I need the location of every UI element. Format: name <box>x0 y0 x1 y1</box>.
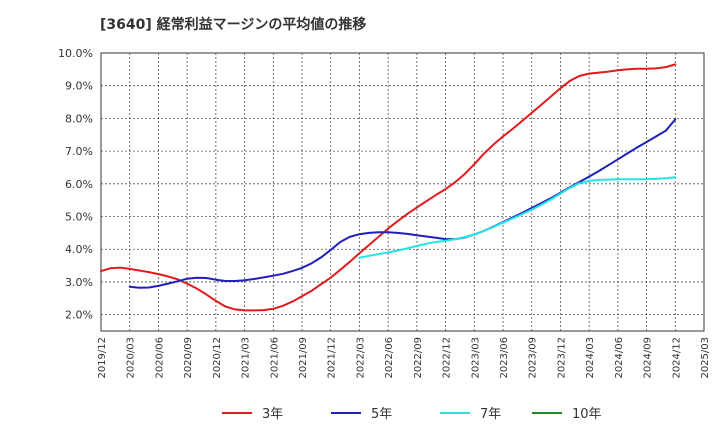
x-tick-label: 2021/09 <box>298 337 309 379</box>
chart-title: [3640] 経常利益マージンの平均値の推移 <box>100 16 366 33</box>
y-tick-label: 4.0% <box>65 243 93 256</box>
x-tick-label: 2024/06 <box>614 337 625 379</box>
x-tick-label: 2020/09 <box>183 337 194 379</box>
series-line <box>128 118 677 289</box>
x-tick-label: 2019/12 <box>97 337 108 379</box>
y-tick-label: 6.0% <box>65 178 93 191</box>
x-tick-label: 2024/12 <box>671 337 682 379</box>
y-tick-label: 3.0% <box>65 276 93 289</box>
y-tick-label: 2.0% <box>65 309 93 322</box>
x-tick-label: 2022/09 <box>413 337 424 379</box>
x-tick-label: 2022/12 <box>442 337 453 379</box>
x-tick-label: 2021/06 <box>269 337 280 379</box>
x-tick-label: 2022/06 <box>384 337 395 379</box>
x-tick-label: 2021/03 <box>241 337 252 379</box>
x-tick-label: 2023/03 <box>470 337 481 379</box>
legend-label: 10年 <box>572 407 602 422</box>
legend-label: 7年 <box>480 407 501 422</box>
x-axis-ticks: 2019/12 2020/03 2020/06 2020/09 2020/12 2021/… <box>97 337 711 379</box>
x-tick-label: 2023/12 <box>556 337 567 379</box>
legend-label: 5年 <box>371 407 392 422</box>
x-tick-label: 2023/06 <box>499 337 510 379</box>
x-tick-label: 2021/12 <box>327 337 338 379</box>
x-tick-label: 2025/03 <box>700 337 711 379</box>
series-line <box>358 176 677 259</box>
legend: 3年 5年 7年 10年 <box>222 407 602 422</box>
x-tick-label: 2024/09 <box>643 337 654 379</box>
plot-area <box>100 52 705 332</box>
series-line <box>100 63 677 312</box>
series-lines <box>100 63 677 312</box>
y-tick-label: 7.0% <box>65 145 93 158</box>
x-tick-label: 2020/03 <box>126 337 137 379</box>
y-tick-label: 9.0% <box>65 80 93 93</box>
y-tick-label: 8.0% <box>65 112 93 125</box>
y-axis-ticks: 2.0% 3.0% 4.0% 5.0% 6.0% 7.0% 8.0% 9.0% 10.0% <box>58 47 93 322</box>
x-tick-label: 2020/12 <box>212 337 223 379</box>
x-tick-label: 2020/06 <box>154 337 165 379</box>
y-tick-label: 10.0% <box>58 47 93 60</box>
x-tick-label: 2023/09 <box>528 337 539 379</box>
y-tick-label: 5.0% <box>65 211 93 224</box>
x-tick-label: 2022/03 <box>355 337 366 379</box>
legend-label: 3年 <box>262 407 283 422</box>
x-tick-label: 2024/03 <box>585 337 596 379</box>
